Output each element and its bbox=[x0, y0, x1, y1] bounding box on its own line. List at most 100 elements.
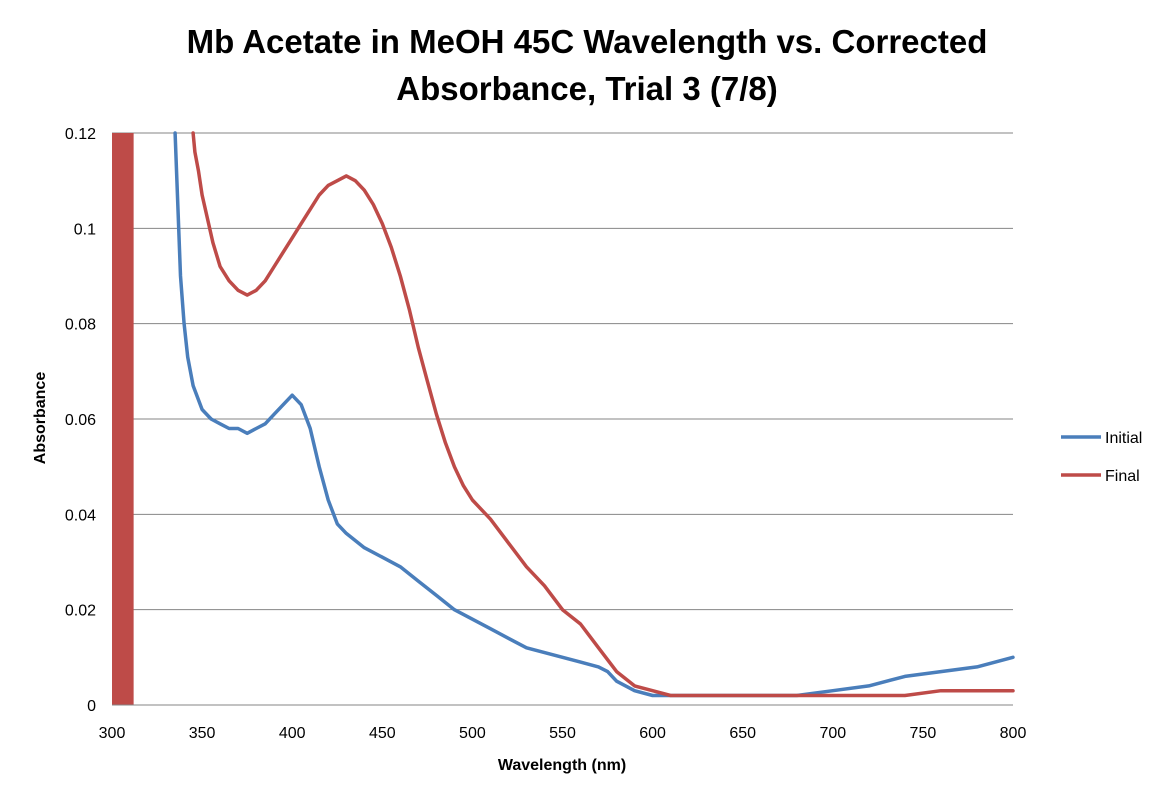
data-point-final bbox=[543, 585, 546, 587]
data-point-initial bbox=[237, 427, 239, 430]
data-point-initial bbox=[579, 661, 582, 663]
data-point-initial bbox=[417, 580, 420, 582]
chart-title-line-2: Absorbance, Trial 3 (7/8) bbox=[396, 70, 777, 107]
data-point-final bbox=[212, 241, 214, 244]
data-point-final bbox=[904, 694, 906, 697]
data-point-final bbox=[795, 694, 798, 697]
data-point-final bbox=[561, 608, 564, 611]
data-point-final bbox=[1012, 689, 1014, 692]
x-tick-label: 750 bbox=[910, 725, 937, 742]
legend-item-initial: Initial bbox=[1061, 430, 1142, 447]
data-point-initial bbox=[201, 408, 203, 411]
x-tick-label: 650 bbox=[729, 725, 756, 742]
data-point-final bbox=[507, 542, 510, 544]
x-tick-label: 600 bbox=[639, 725, 666, 742]
data-point-final bbox=[453, 465, 456, 468]
data-point-initial bbox=[291, 394, 294, 396]
data-point-final bbox=[300, 222, 303, 225]
y-axis-ticks: 0 0.02 0.04 0.06 0.08 0.1 0.12 bbox=[65, 126, 96, 715]
y-tick-label: 0.1 bbox=[74, 221, 96, 238]
y-tick-label: 0.08 bbox=[65, 317, 96, 334]
data-point-final bbox=[444, 442, 447, 444]
data-point-initial bbox=[868, 685, 870, 687]
data-point-initial bbox=[179, 275, 182, 277]
data-point-initial bbox=[177, 227, 180, 230]
y-tick-label: 0.02 bbox=[65, 603, 96, 620]
data-point-initial bbox=[176, 179, 178, 182]
y-tick-label: 0.12 bbox=[65, 126, 96, 143]
y-axis-title: Absorbance bbox=[32, 372, 49, 465]
data-point-initial bbox=[228, 427, 230, 430]
data-point-final bbox=[219, 265, 221, 268]
data-point-final bbox=[471, 499, 474, 501]
data-point-final bbox=[381, 222, 384, 225]
data-point-final bbox=[201, 194, 203, 196]
data-point-initial bbox=[219, 422, 221, 425]
data-point-initial bbox=[186, 356, 189, 358]
series-line-final bbox=[191, 131, 1015, 698]
data-point-final bbox=[579, 623, 582, 625]
chart-title-line-1: Mb Acetate in MeOH 45C Wavelength vs. Co… bbox=[187, 23, 988, 60]
data-point-initial bbox=[363, 546, 366, 549]
data-point-final bbox=[336, 179, 339, 182]
x-tick-label: 800 bbox=[1000, 725, 1027, 742]
data-point-final bbox=[687, 694, 690, 697]
data-point-initial bbox=[453, 608, 456, 611]
data-point-final bbox=[291, 237, 294, 239]
data-point-initial bbox=[940, 670, 942, 673]
data-point-initial bbox=[507, 637, 510, 640]
data-point-final bbox=[390, 246, 393, 249]
data-point-final bbox=[192, 132, 194, 134]
data-point-final bbox=[363, 189, 366, 191]
data-point-final bbox=[723, 694, 726, 697]
data-point-initial bbox=[273, 413, 275, 416]
data-point-final bbox=[669, 694, 672, 697]
data-point-initial bbox=[246, 432, 248, 435]
data-point-initial bbox=[192, 384, 194, 387]
data-point-initial bbox=[615, 680, 618, 682]
data-point-initial bbox=[471, 618, 474, 620]
data-point-final bbox=[282, 251, 284, 253]
data-point-initial bbox=[327, 499, 330, 501]
legend-item-final: Final bbox=[1061, 468, 1140, 485]
data-point-initial bbox=[1012, 656, 1014, 659]
data-point-final bbox=[264, 279, 266, 282]
data-point-initial bbox=[282, 403, 284, 406]
data-point-initial bbox=[633, 689, 636, 692]
x-tick-label: 300 bbox=[99, 725, 126, 742]
data-point-final bbox=[206, 218, 209, 220]
data-point-initial bbox=[381, 556, 384, 559]
data-point-initial bbox=[183, 322, 185, 325]
data-point-initial bbox=[489, 627, 492, 630]
data-point-final bbox=[426, 380, 429, 382]
red-band-annotation bbox=[112, 133, 134, 705]
data-point-initial bbox=[435, 594, 438, 597]
data-point-final bbox=[246, 294, 248, 296]
data-point-final bbox=[633, 685, 636, 687]
data-point-final bbox=[417, 346, 420, 349]
data-point-initial bbox=[597, 666, 600, 668]
data-point-final bbox=[435, 413, 438, 416]
y-tick-label: 0.06 bbox=[65, 412, 96, 429]
data-point-initial bbox=[561, 656, 564, 659]
legend-label: Initial bbox=[1105, 430, 1142, 447]
series-lines bbox=[173, 131, 1015, 698]
data-point-initial bbox=[336, 523, 339, 525]
data-point-initial bbox=[399, 565, 402, 568]
data-point-initial bbox=[543, 651, 546, 654]
data-point-final bbox=[651, 689, 654, 692]
data-point-initial bbox=[264, 422, 266, 425]
gridlines bbox=[112, 132, 1013, 611]
data-point-final bbox=[194, 151, 196, 153]
data-point-final bbox=[759, 694, 762, 697]
data-point-initial bbox=[606, 670, 609, 673]
data-point-initial bbox=[309, 427, 312, 430]
data-point-final bbox=[327, 184, 330, 187]
x-tick-label: 450 bbox=[369, 725, 396, 742]
data-point-initial bbox=[255, 427, 257, 430]
data-point-initial bbox=[904, 675, 906, 678]
data-point-initial bbox=[651, 694, 654, 697]
